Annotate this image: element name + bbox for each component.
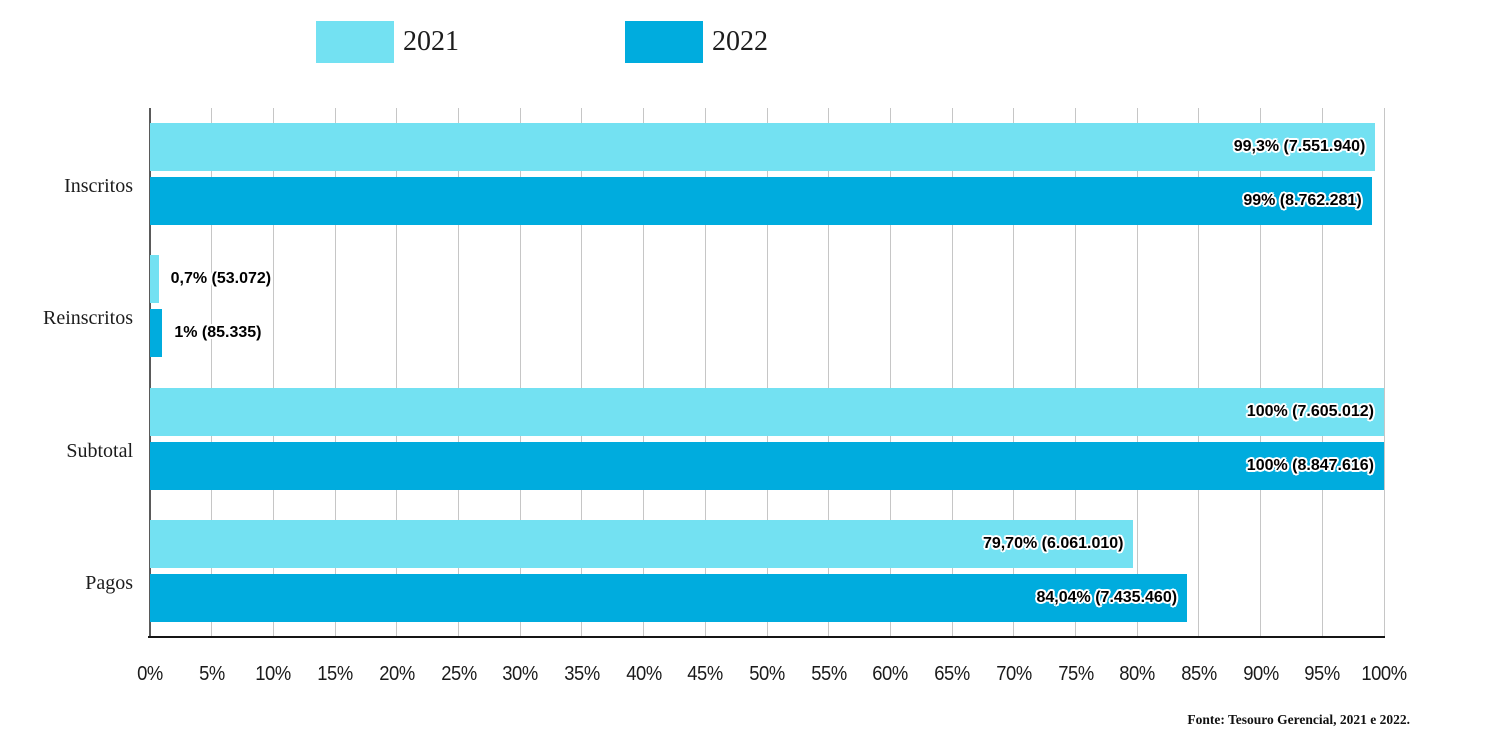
y-axis-line <box>149 108 151 637</box>
bar-2021-pagos: 79,70% (6.061.010) <box>150 519 1134 568</box>
legend-label: 2022 <box>712 26 768 57</box>
x-tick-50: 50% <box>749 663 785 685</box>
legend-label: 2021 <box>403 26 459 57</box>
gridline-35 <box>581 108 583 637</box>
gridline-65 <box>951 108 953 637</box>
gridline-50 <box>766 108 768 637</box>
bar-group-reinscritos: 0,7% (53.072) 1% (85.335) <box>150 240 1384 372</box>
bar-value-label: 99% (8.762.281) <box>1243 192 1362 209</box>
x-tick-40: 40% <box>625 663 662 685</box>
x-tick-60: 60% <box>872 663 909 685</box>
gridline-30 <box>519 108 521 637</box>
bar-group-inscritos: 99,3% (7.551.940) 99% (8.762.281) <box>150 108 1384 240</box>
bar-value-label: 1% (85.335) <box>174 324 262 342</box>
bar-2021-reinscritos: 0,7% (53.072) <box>150 255 271 304</box>
source-note: Fonte: Tesouro Gerencial, 2021 e 2022. <box>1187 712 1410 727</box>
gridline-20 <box>396 108 398 637</box>
gridline-60 <box>889 108 891 637</box>
gridline-55 <box>828 108 830 637</box>
gridline-5 <box>211 108 213 637</box>
x-tick-10: 10% <box>255 663 292 685</box>
x-tick-100: 100% <box>1361 663 1407 685</box>
bar-value-label: 99,3% (7.551.940) <box>1233 138 1366 155</box>
bar-value-label: 100% (8.847.616) <box>1246 456 1374 474</box>
bar-group-subtotal: 100% (7.605.012) 100% (8.847.616) <box>150 373 1384 505</box>
gridline-40 <box>643 108 645 637</box>
x-tick-75: 75% <box>1057 663 1094 685</box>
bar-value-label: 100% (7.605.012) <box>1246 402 1374 420</box>
gridline-15 <box>334 108 336 637</box>
x-axis: 0% 5% 10% 15% 20% 25% 30% 35% 40% 45% 50% 55% 60% 65%… <box>137 663 1407 693</box>
x-tick-35: 35% <box>564 663 600 685</box>
plot-area: 99,3% (7.551.940) 99% (8.762.281) 0,7% (53… <box>148 108 1385 638</box>
x-tick-15: 15% <box>317 663 353 685</box>
x-axis-line <box>148 636 1385 638</box>
x-tick-70: 70% <box>996 663 1032 685</box>
category-label-inscritos: Inscritos <box>64 175 133 198</box>
x-tick-30: 30% <box>502 663 538 685</box>
bar-2022-reinscritos: 1% (85.335) <box>150 309 262 358</box>
x-tick-5: 5% <box>198 663 225 685</box>
x-tick-25: 25% <box>440 663 477 685</box>
legend-item-2022: 2022 <box>625 21 768 63</box>
gridline-90 <box>1260 108 1262 637</box>
bar-value-label: 84,04% (7.435.460) <box>1036 588 1178 606</box>
x-tick-45: 45% <box>687 663 724 685</box>
gridline-45 <box>704 108 706 637</box>
x-tick-85: 85% <box>1181 663 1217 685</box>
gridline-80 <box>1136 108 1138 637</box>
category-label-pagos: Pagos <box>85 571 133 594</box>
bar-2022-inscritos: 99% (8.762.281) <box>150 177 1372 225</box>
gridline-70 <box>1013 108 1015 637</box>
bar-2021-subtotal: 100% (7.605.012) <box>150 387 1384 436</box>
category-label-subtotal: Subtotal <box>66 439 133 462</box>
x-tick-65: 65% <box>934 663 970 685</box>
x-tick-20: 20% <box>379 663 415 685</box>
bar-2022-subtotal: 100% (8.847.616) <box>150 441 1384 490</box>
x-tick-80: 80% <box>1119 663 1155 685</box>
bar-2021-inscritos: 99,3% (7.551.940) <box>150 123 1376 171</box>
gridline-75 <box>1075 108 1076 637</box>
x-tick-90: 90% <box>1242 663 1279 685</box>
gridline-10 <box>272 108 274 637</box>
legend-swatch-2022 <box>625 21 703 63</box>
gridline-85 <box>1198 108 1200 637</box>
x-tick-55: 55% <box>810 663 847 685</box>
bar-2022-pagos: 84,04% (7.435.460) <box>150 573 1188 622</box>
legend-item-2021: 2021 <box>316 21 459 63</box>
gridline-95 <box>1321 108 1323 637</box>
bar-group-pagos: 79,70% (6.061.010) 84,04% (7.435.460) <box>150 505 1384 637</box>
x-tick-0: 0% <box>137 663 163 685</box>
bar-value-label: 79,70% (6.061.010) <box>982 534 1124 552</box>
gridline-100 <box>1383 108 1385 637</box>
category-label-reinscritos: Reinscritos <box>43 307 133 330</box>
bar-value-label: 0,7% (53.072) <box>170 270 272 288</box>
x-tick-95: 95% <box>1304 663 1341 685</box>
legend-swatch-2021 <box>316 21 394 63</box>
gridline-25 <box>458 108 459 637</box>
